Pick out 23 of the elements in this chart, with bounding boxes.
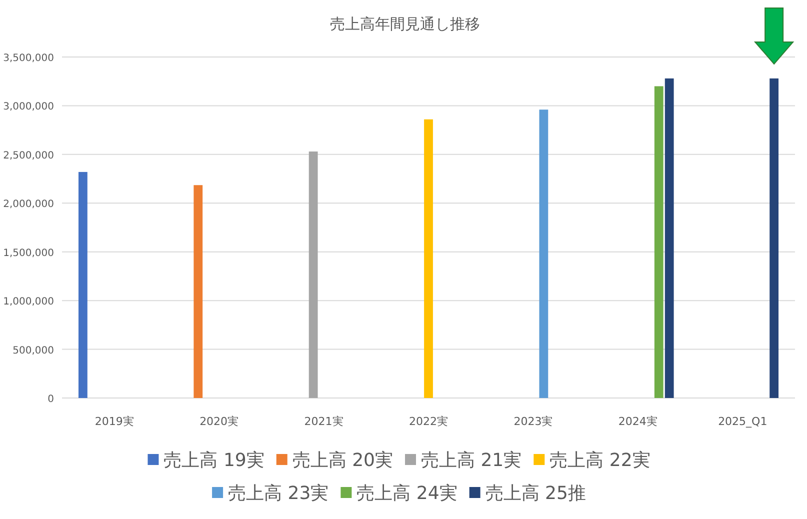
legend-label: 売上高 25推 [485,483,586,504]
y-tick-label: 2,500,000 [3,150,54,162]
x-tick-label: 2023実 [514,415,553,428]
y-tick-label: 2,000,000 [3,199,54,210]
y-tick-label: 3,000,000 [3,102,54,113]
legend-label: 売上高 23実 [228,483,329,504]
y-tick-label: 0 [48,394,54,405]
y-tick-label: 3,500,000 [3,53,54,64]
legend-label: 売上高 20実 [292,450,393,471]
legend-label: 売上高 19実 [164,450,264,471]
x-tick-label: 2021実 [304,415,344,428]
legend-label: 売上高 21実 [421,450,522,471]
y-tick-label: 1,000,000 [3,296,54,308]
x-tick-label: 2022実 [409,415,448,428]
x-tick-label: 2019実 [94,415,134,428]
chart-title: 売上高年間見通し推移 [330,15,480,33]
y-tick-label: 1,500,000 [3,248,54,259]
legend-label: 売上高 22実 [550,450,650,471]
legend-label: 売上高 24実 [356,483,458,504]
x-tick-label: 2024実 [618,415,658,428]
x-tick-label: 2025_Q1 [718,415,768,428]
x-tick-label: 2020実 [200,415,239,428]
y-tick-label: 500,000 [12,345,54,356]
